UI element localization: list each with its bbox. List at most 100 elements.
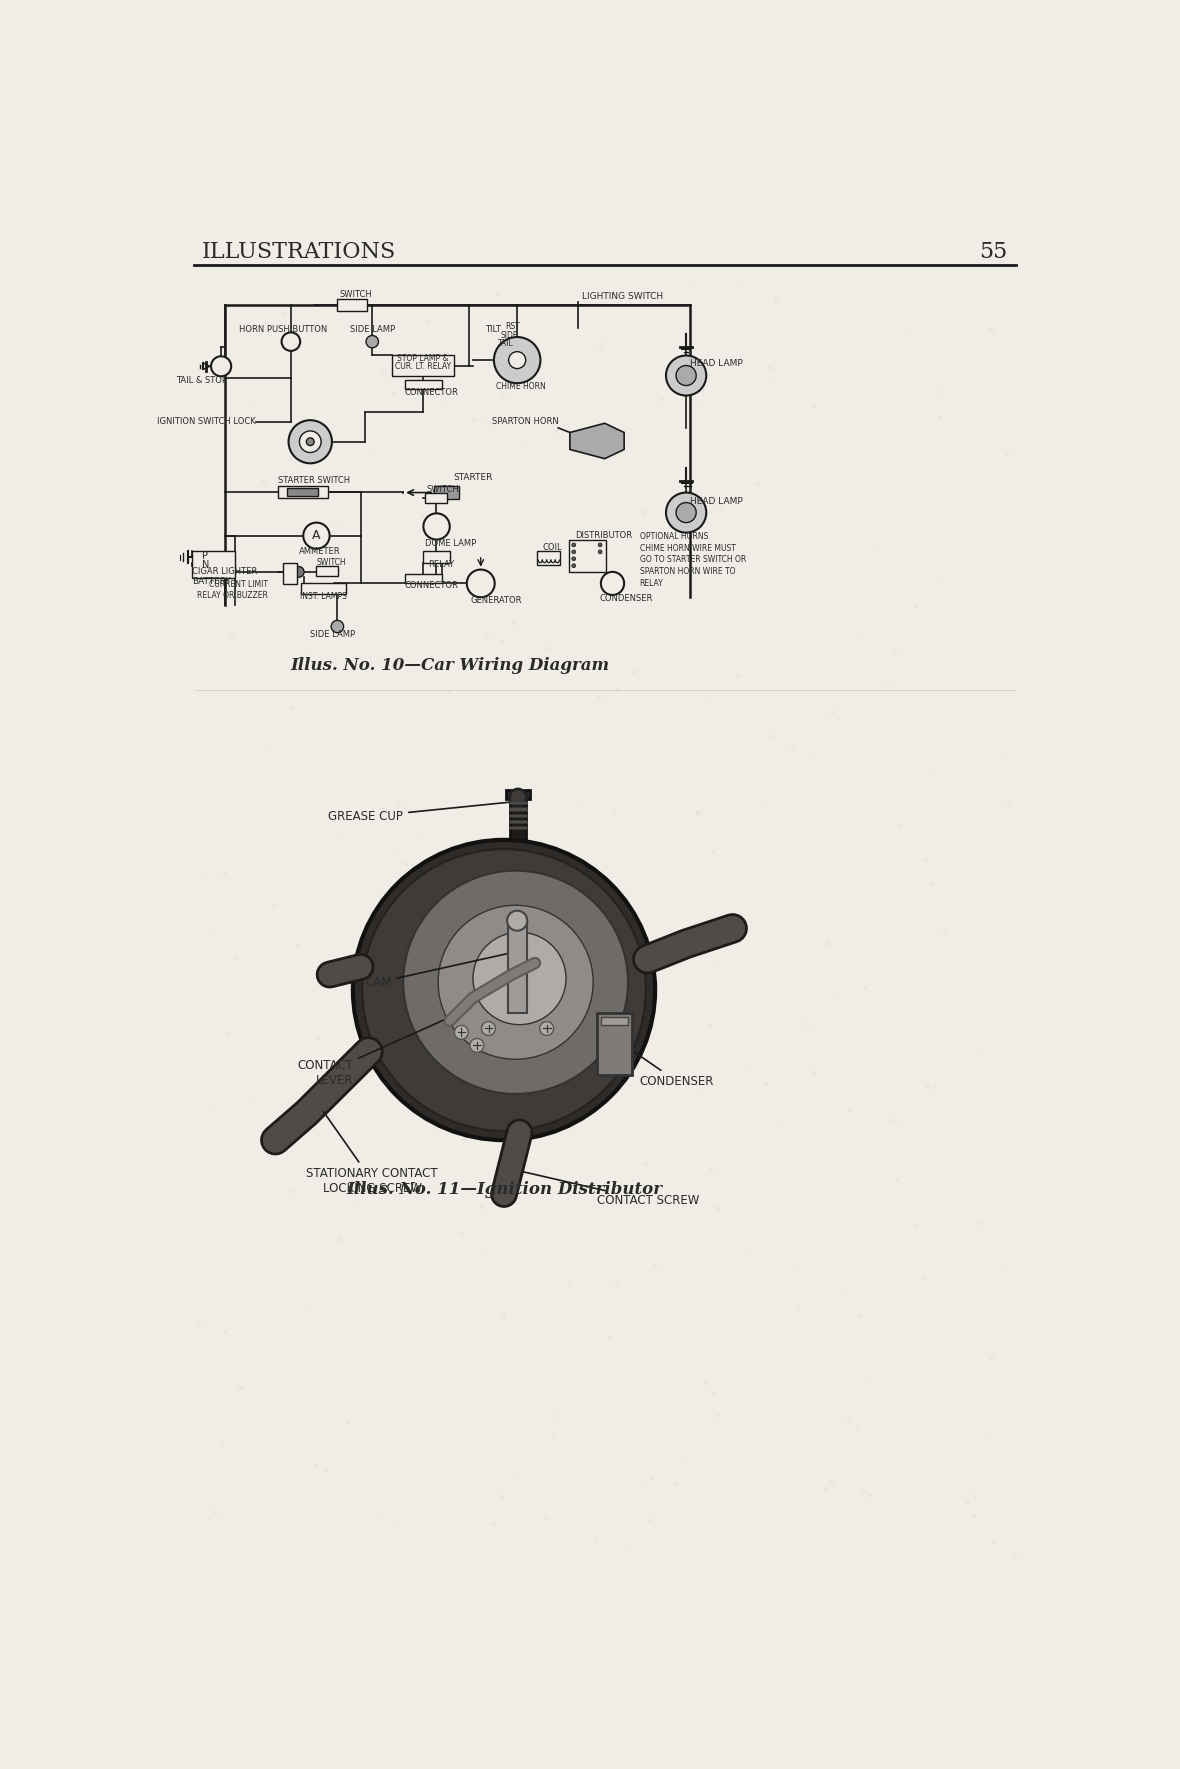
Text: Illus. No. 11—Ignition Distributor: Illus. No. 11—Ignition Distributor xyxy=(346,1182,662,1198)
Text: N: N xyxy=(202,561,209,570)
Circle shape xyxy=(332,621,343,633)
Text: DOME LAMP: DOME LAMP xyxy=(425,540,477,548)
Bar xyxy=(405,575,442,584)
Text: SWITCH: SWITCH xyxy=(316,559,346,568)
Circle shape xyxy=(598,550,602,554)
Bar xyxy=(434,486,459,499)
Bar xyxy=(192,552,235,578)
Text: CONDENSER: CONDENSER xyxy=(599,594,653,603)
Text: BATTERY: BATTERY xyxy=(191,577,230,586)
Circle shape xyxy=(510,789,526,807)
Circle shape xyxy=(507,911,527,930)
Text: CHIME HORN: CHIME HORN xyxy=(497,382,546,391)
Text: CONNECTOR: CONNECTOR xyxy=(405,387,459,396)
Circle shape xyxy=(494,338,540,384)
Text: TILT: TILT xyxy=(485,325,500,334)
Text: DISTRIBUTOR: DISTRIBUTOR xyxy=(576,531,632,540)
Bar xyxy=(316,566,339,575)
Bar xyxy=(505,789,530,800)
Circle shape xyxy=(307,439,314,446)
Bar xyxy=(392,356,453,377)
Text: STOP LAMP &: STOP LAMP & xyxy=(396,354,448,363)
Text: CAM: CAM xyxy=(366,952,514,989)
Text: ILLUSTRATIONS: ILLUSTRATIONS xyxy=(202,241,396,264)
Circle shape xyxy=(438,906,594,1060)
Text: CURRENT LIMIT
RELAY OR BUZZER: CURRENT LIMIT RELAY OR BUZZER xyxy=(197,580,268,600)
Text: A: A xyxy=(313,529,321,541)
Bar xyxy=(507,920,527,1014)
Circle shape xyxy=(572,543,576,547)
Circle shape xyxy=(211,356,231,377)
Text: CONNECTOR: CONNECTOR xyxy=(405,582,459,591)
Text: GREASE CUP: GREASE CUP xyxy=(328,801,516,823)
Circle shape xyxy=(289,421,332,463)
Text: SIDE: SIDE xyxy=(500,331,518,340)
Bar xyxy=(537,552,559,564)
Text: SIDE LAMP: SIDE LAMP xyxy=(349,325,395,334)
Bar xyxy=(301,584,346,594)
Text: IGNITION SWITCH LOCK: IGNITION SWITCH LOCK xyxy=(157,417,256,426)
Bar xyxy=(509,826,527,830)
Bar xyxy=(283,563,297,584)
Circle shape xyxy=(481,1021,496,1035)
Text: COIL: COIL xyxy=(543,543,563,552)
Text: INST. LAMPS: INST. LAMPS xyxy=(300,593,347,601)
Circle shape xyxy=(598,543,602,547)
Bar xyxy=(422,552,450,563)
Text: SPARTON HORN: SPARTON HORN xyxy=(492,417,558,426)
Bar xyxy=(425,494,447,502)
Text: SIDE LAMP: SIDE LAMP xyxy=(310,630,355,639)
Circle shape xyxy=(282,333,300,350)
Circle shape xyxy=(572,564,576,568)
Circle shape xyxy=(424,513,450,540)
Bar xyxy=(287,488,317,495)
Bar xyxy=(597,1014,631,1076)
Circle shape xyxy=(676,502,696,522)
Circle shape xyxy=(509,352,526,368)
Text: CONDENSER: CONDENSER xyxy=(630,1049,714,1088)
Bar xyxy=(509,807,527,810)
Text: RST: RST xyxy=(505,322,520,331)
Circle shape xyxy=(601,571,624,594)
Bar xyxy=(509,819,527,823)
Bar xyxy=(509,801,527,805)
Text: STARTER SWITCH: STARTER SWITCH xyxy=(277,476,349,485)
Text: RELAY: RELAY xyxy=(428,561,454,570)
Text: P: P xyxy=(202,550,208,561)
Circle shape xyxy=(362,849,645,1130)
Circle shape xyxy=(666,492,707,532)
Circle shape xyxy=(303,522,329,548)
Bar xyxy=(277,486,328,497)
Circle shape xyxy=(467,570,494,598)
Text: HEAD LAMP: HEAD LAMP xyxy=(690,359,742,368)
Text: TAIL & STOP: TAIL & STOP xyxy=(176,375,228,384)
Text: LIGHTING SWITCH: LIGHTING SWITCH xyxy=(582,292,663,301)
Circle shape xyxy=(676,366,696,386)
Circle shape xyxy=(366,336,379,348)
Text: CIGAR LIGHTER: CIGAR LIGHTER xyxy=(192,568,257,577)
Circle shape xyxy=(470,1038,484,1053)
Circle shape xyxy=(473,932,566,1024)
Circle shape xyxy=(666,356,707,396)
Circle shape xyxy=(454,1026,468,1038)
Text: STARTER: STARTER xyxy=(453,474,493,483)
Text: Illus. No. 10—Car Wiring Diagram: Illus. No. 10—Car Wiring Diagram xyxy=(290,658,609,674)
Polygon shape xyxy=(570,423,624,458)
Text: GENERATOR: GENERATOR xyxy=(471,596,523,605)
Circle shape xyxy=(539,1021,553,1035)
Text: HORN PUSH BUTTON: HORN PUSH BUTTON xyxy=(240,325,327,334)
Text: CUR. LT. RELAY: CUR. LT. RELAY xyxy=(394,363,451,371)
Text: AMMETER: AMMETER xyxy=(299,547,340,555)
Text: SWITCH: SWITCH xyxy=(426,485,459,494)
Circle shape xyxy=(293,566,304,577)
Text: STATIONARY CONTACT
LOCKING SCREW: STATIONARY CONTACT LOCKING SCREW xyxy=(307,1111,438,1196)
Bar xyxy=(510,798,526,840)
Circle shape xyxy=(300,432,321,453)
Bar xyxy=(509,814,527,817)
Circle shape xyxy=(353,840,655,1141)
Circle shape xyxy=(404,870,628,1093)
Bar xyxy=(337,299,367,311)
Text: OPTIONAL HORNS
CHIME HORN WIRE MUST
GO TO STARTER SWITCH OR
SPARTON HORN WIRE TO: OPTIONAL HORNS CHIME HORN WIRE MUST GO T… xyxy=(640,532,746,587)
Text: SWITCH: SWITCH xyxy=(340,290,373,299)
Bar xyxy=(601,1017,628,1024)
